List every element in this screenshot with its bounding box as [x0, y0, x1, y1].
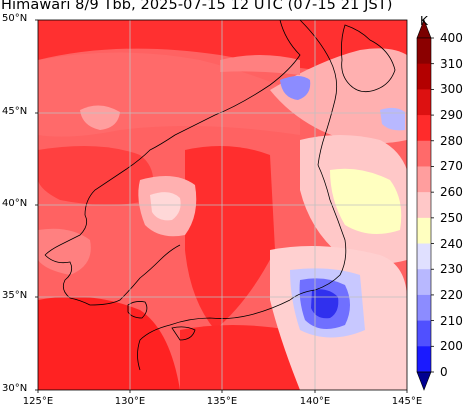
lat-label-50: 50°N — [2, 13, 28, 24]
colorbar-tick-label: 240 — [440, 236, 463, 251]
lat-label-40: 40°N — [2, 198, 28, 209]
lon-label-125: 125°E — [22, 396, 54, 407]
colorbar-band — [417, 269, 431, 296]
colorbar-tick-label: 230 — [440, 262, 463, 277]
colorbar-tick-label: 220 — [440, 287, 463, 302]
colorbar-band — [417, 346, 431, 373]
colorbar-band — [417, 320, 431, 347]
lon-label-130: 130°E — [114, 396, 146, 407]
graticule — [38, 20, 407, 390]
colorbar-band — [417, 294, 431, 322]
colorbar-tick-label: 210 — [440, 313, 463, 328]
lon-label-140: 140°E — [299, 396, 331, 407]
lat-label-45: 45°N — [2, 106, 28, 117]
axis-ticks — [35, 19, 408, 393]
colorbar-tick-label: 400 — [440, 31, 463, 45]
colorbar-frame — [416, 37, 432, 373]
colorbar-bottom-arrow — [416, 371, 432, 391]
colorbar-tick-label: 0 — [440, 365, 448, 379]
colorbar-tick-label: 200 — [440, 339, 463, 354]
colorbar-tick-label: 300 — [440, 82, 463, 97]
colorbar-tick-label: 270 — [440, 159, 463, 174]
colorbar-band — [417, 166, 431, 193]
lat-label-30: 30°N — [2, 383, 28, 394]
colorbar-tick-label: 310 — [440, 56, 463, 71]
map-title: Himawari 8/9 Tbb, 2025-07-15 12 UTC (07-… — [1, 0, 393, 13]
colorbar-band — [417, 63, 431, 90]
lat-label-35: 35°N — [2, 290, 28, 301]
colorbar-tick-label: 260 — [440, 185, 463, 200]
colorbar-band — [417, 243, 431, 270]
colorbar-tick-label: 290 — [440, 108, 463, 123]
colorbar-tick-label: 250 — [440, 210, 463, 225]
lon-label-135: 135°E — [206, 396, 238, 407]
colorbar-tick-label: 280 — [440, 133, 463, 148]
colorbar-band — [417, 115, 431, 142]
coastlines — [44, 19, 396, 371]
colorbar — [416, 19, 434, 391]
colorbar-unit: K — [420, 14, 428, 28]
colorbar-band — [417, 192, 431, 219]
colorbar-band — [417, 140, 431, 167]
lon-label-145: 145°E — [391, 396, 423, 407]
colorbar-band — [417, 38, 431, 65]
colorbar-band — [417, 217, 431, 245]
colorbar-band — [417, 89, 431, 116]
